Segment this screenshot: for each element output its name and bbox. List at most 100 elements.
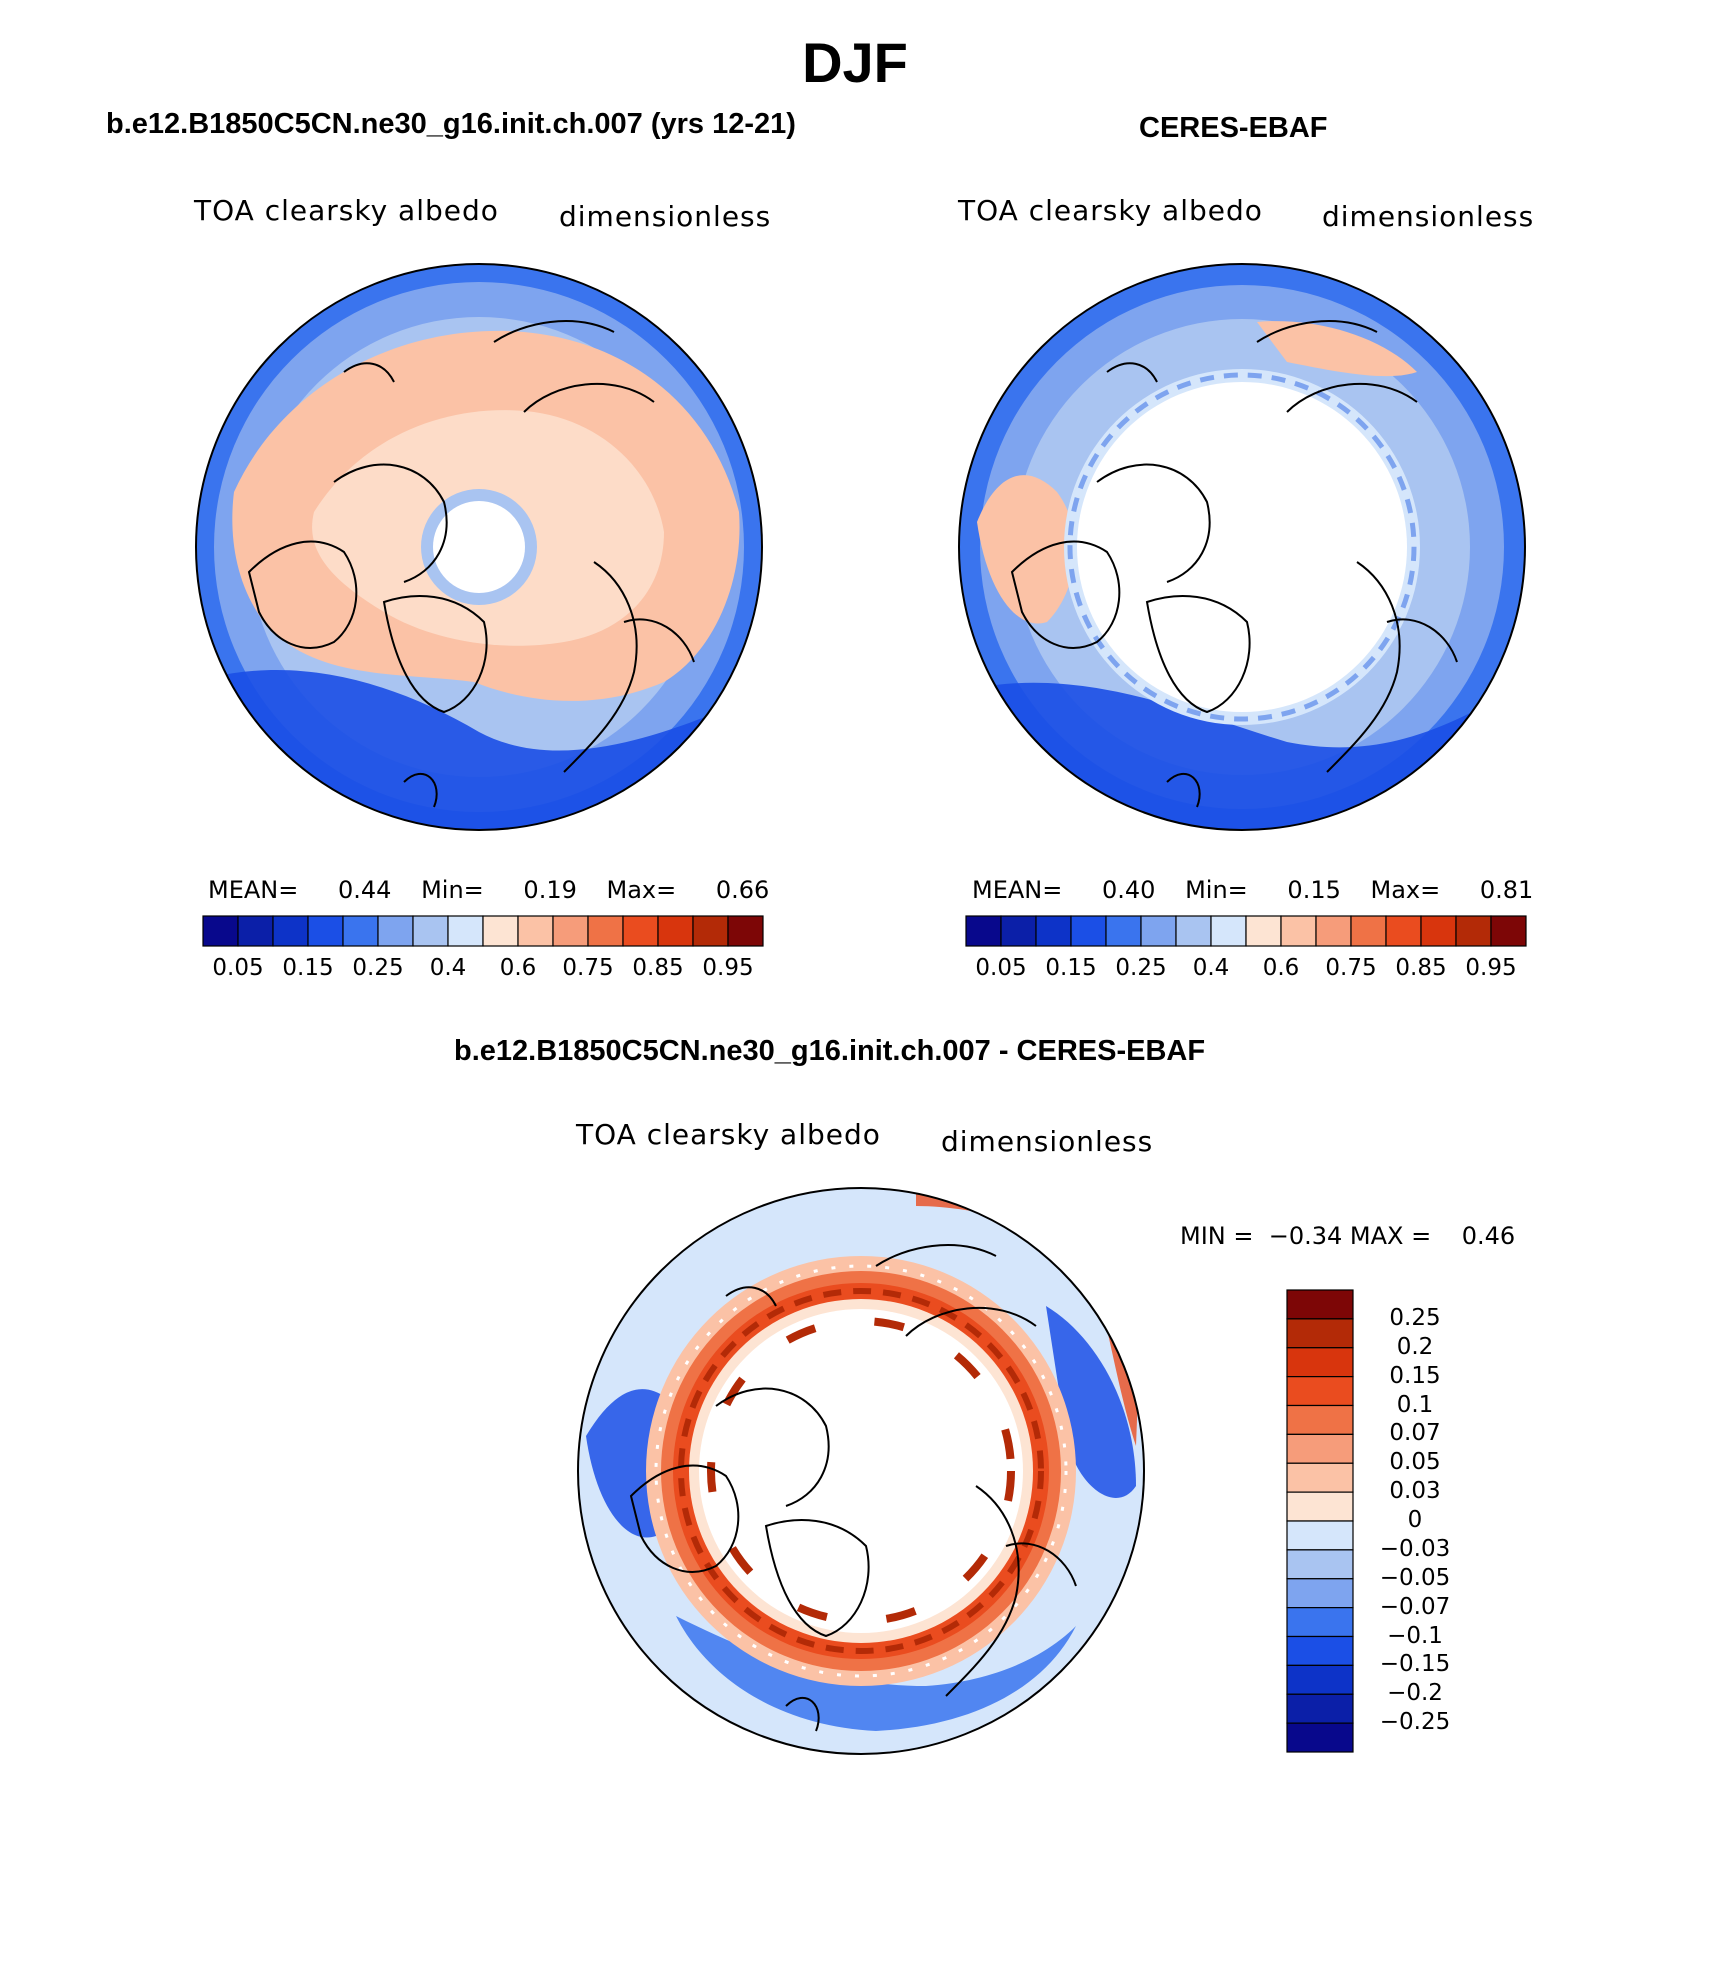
stat-min-value-model: 0.19 xyxy=(523,876,577,904)
colorbar-swatch xyxy=(1286,1722,1354,1753)
colorbar-swatch xyxy=(1286,1433,1354,1464)
colorbar-tick-label: −0.15 xyxy=(1379,1651,1451,1678)
colorbar-swatch xyxy=(342,915,379,947)
colorbar-swatch xyxy=(272,915,309,947)
map-units-label-model: dimensionless xyxy=(559,200,772,233)
polar-map-diff xyxy=(577,1187,1145,1755)
colorbar-swatch xyxy=(1286,1549,1354,1580)
colorbar-tick-label: 0.25 xyxy=(1115,955,1167,981)
panel-title-obs: CERES-EBAF xyxy=(1139,112,1328,144)
colorbar-tick-label: 0.05 xyxy=(1389,1449,1441,1476)
colorbar-tick-label: 0.25 xyxy=(1389,1304,1441,1331)
colorbar-tick-label: 0.05 xyxy=(975,955,1027,981)
colorbar-swatch xyxy=(1490,915,1527,947)
colorbar-tick-label: 0.85 xyxy=(632,955,684,981)
colorbar-swatch xyxy=(1210,915,1247,947)
colorbar-swatch xyxy=(1420,915,1457,947)
colorbar-swatch xyxy=(1286,1289,1354,1320)
stat-mean-value-obs: 0.40 xyxy=(1102,876,1156,904)
colorbar-swatch xyxy=(1105,915,1142,947)
colorbar-tick-label: 0.4 xyxy=(1192,955,1230,981)
colorbar-tick-label: −0.2 xyxy=(1387,1680,1443,1707)
colorbar-swatch xyxy=(1286,1693,1354,1724)
colorbar-tick-label: 0.6 xyxy=(499,955,537,981)
figure-title: DJF xyxy=(802,31,908,94)
colorbar-labels-diff: 0.25 0.2 0.15 0.1 0.07 0.05 0.03 0 −0.03 −0.05 −0.… xyxy=(1365,1290,1485,1752)
map-variable-label-obs: TOA clearsky albedo xyxy=(958,194,1263,227)
colorbar-swatch xyxy=(587,915,624,947)
colorbar-labels-obs: 0.05 0.15 0.25 0.4 0.6 0.75 0.85 0.95 xyxy=(966,955,1526,985)
colorbar-swatch xyxy=(1035,915,1072,947)
colorbar-obs xyxy=(965,915,1527,947)
colorbar-swatch xyxy=(1140,915,1177,947)
colorbar-swatch xyxy=(965,915,1002,947)
colorbar-swatch xyxy=(657,915,694,947)
colorbar-swatch xyxy=(1070,915,1107,947)
colorbar-tick-label: 0.85 xyxy=(1395,955,1447,981)
colorbar-swatch xyxy=(1175,915,1212,947)
colorbar-diff xyxy=(1286,1289,1354,1753)
polar-map-obs xyxy=(958,263,1526,831)
colorbar-swatch xyxy=(1286,1462,1354,1493)
map-units-label-diff: dimensionless xyxy=(941,1125,1154,1158)
colorbar-tick-label: −0.07 xyxy=(1379,1593,1451,1620)
colorbar-tick-label: 0.75 xyxy=(562,955,614,981)
colorbar-swatch xyxy=(1286,1635,1354,1666)
colorbar-swatch xyxy=(447,915,484,947)
colorbar-tick-label: 0.2 xyxy=(1396,1333,1434,1360)
colorbar-swatch xyxy=(1385,915,1422,947)
colorbar-tick-label: −0.03 xyxy=(1379,1535,1451,1562)
colorbar-tick-label: −0.05 xyxy=(1379,1564,1451,1591)
colorbar-swatch xyxy=(1455,915,1492,947)
stat-max-label-obs: Max= xyxy=(1370,876,1441,904)
colorbar-swatch xyxy=(1286,1347,1354,1378)
colorbar-tick-label: 0.1 xyxy=(1396,1391,1434,1418)
stat-mean-label-obs: MEAN= xyxy=(972,876,1063,904)
colorbar-swatch xyxy=(692,915,729,947)
colorbar-swatch xyxy=(482,915,519,947)
colorbar-tick-label: 0.05 xyxy=(212,955,264,981)
polar-map-model xyxy=(195,263,763,831)
colorbar-tick-label: 0 xyxy=(1407,1507,1423,1533)
stat-min-label-obs: Min= xyxy=(1185,876,1248,904)
stat-max-value-obs: 0.81 xyxy=(1479,876,1534,904)
colorbar-swatch xyxy=(202,915,239,947)
colorbar-swatch xyxy=(1286,1491,1354,1522)
colorbar-swatch xyxy=(1350,915,1387,947)
stat-mean-value-model: 0.44 xyxy=(338,876,392,904)
colorbar-tick-label: 0.25 xyxy=(352,955,404,981)
colorbar-swatch xyxy=(1286,1520,1354,1551)
map-variable-label-diff: TOA clearsky albedo xyxy=(576,1118,881,1151)
colorbar-tick-label: 0.95 xyxy=(1465,955,1517,981)
colorbar-swatch xyxy=(1286,1404,1354,1435)
stat-min-label-model: Min= xyxy=(421,876,484,904)
colorbar-swatch xyxy=(1245,915,1282,947)
colorbar-tick-label: 0.07 xyxy=(1389,1420,1441,1447)
stat-mean-label-model: MEAN= xyxy=(208,876,299,904)
colorbar-swatch xyxy=(1286,1376,1354,1407)
colorbar-tick-label: 0.15 xyxy=(1389,1362,1441,1389)
colorbar-swatch xyxy=(727,915,764,947)
colorbar-swatch xyxy=(1286,1607,1354,1638)
colorbar-tick-label: 0.4 xyxy=(429,955,467,981)
colorbar-model xyxy=(202,915,764,947)
colorbar-swatch xyxy=(1286,1578,1354,1609)
stat-max-label-model: Max= xyxy=(606,876,677,904)
colorbar-tick-label: 0.75 xyxy=(1325,955,1377,981)
colorbar-tick-label: −0.1 xyxy=(1387,1622,1443,1649)
colorbar-swatch xyxy=(1286,1318,1354,1349)
colorbar-tick-label: 0.15 xyxy=(1045,955,1097,981)
panel-title-model: b.e12.B1850C5CN.ne30_g16.init.ch.007 (yr… xyxy=(106,108,796,140)
colorbar-tick-label: −0.25 xyxy=(1379,1709,1451,1736)
colorbar-tick-label: 0.03 xyxy=(1389,1478,1441,1505)
colorbar-swatch xyxy=(622,915,659,947)
diff-minmax: MIN = −0.34 MAX = 0.46 xyxy=(1180,1222,1516,1250)
colorbar-swatch xyxy=(1000,915,1037,947)
map-variable-label-model: TOA clearsky albedo xyxy=(194,194,499,227)
colorbar-swatch xyxy=(552,915,589,947)
colorbar-swatch xyxy=(1280,915,1317,947)
colorbar-swatch xyxy=(377,915,414,947)
colorbar-tick-label: 0.15 xyxy=(282,955,334,981)
colorbar-swatch xyxy=(237,915,274,947)
map-units-label-obs: dimensionless xyxy=(1322,200,1535,233)
